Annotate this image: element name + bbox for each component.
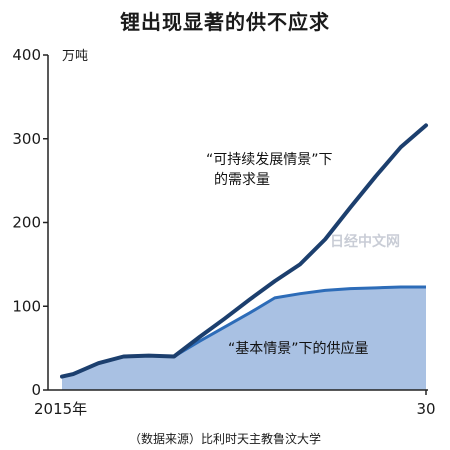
watermark: 日经中文网 bbox=[330, 233, 400, 250]
x-tick-label-start: 2015年 bbox=[34, 400, 87, 418]
y-tick-label-100: 100 bbox=[12, 297, 41, 315]
supply-area bbox=[62, 286, 426, 390]
y-axis-unit: 万吨 bbox=[62, 49, 88, 64]
plot-area: 0 100 200 300 400 2015年 30 bbox=[12, 46, 435, 418]
supply-annotation: “基本情景”下的供应量 bbox=[228, 340, 369, 357]
demand-annotation-line1: “可持续发展情景”下 bbox=[206, 151, 333, 168]
y-tick-label-300: 300 bbox=[12, 130, 41, 148]
chart-title: 锂出现显著的供不应求 bbox=[120, 10, 330, 34]
source-note: （数据来源）比利时天主教鲁汶大学 bbox=[128, 432, 321, 446]
y-tick-label-0: 0 bbox=[31, 381, 41, 399]
y-tick-label-400: 400 bbox=[12, 46, 41, 64]
demand-annotation-line2: 的需求量 bbox=[214, 172, 270, 188]
demand-line bbox=[60, 123, 428, 379]
y-tick-label-200: 200 bbox=[12, 214, 41, 232]
x-tick-label-end: 30 bbox=[416, 400, 435, 418]
